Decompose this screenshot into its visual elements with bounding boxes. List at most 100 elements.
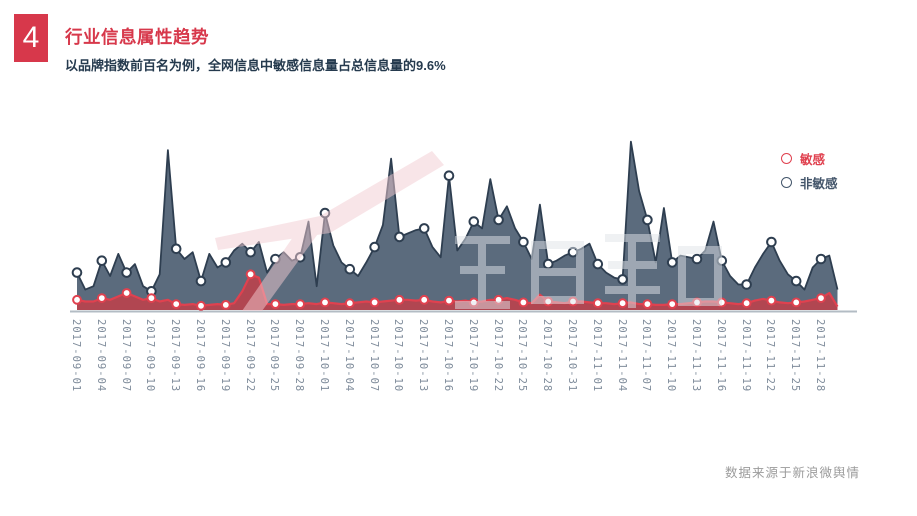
marker-非敏感[interactable] (666, 257, 678, 268)
marker-非敏感[interactable] (468, 216, 480, 227)
marker-非敏感[interactable] (121, 267, 132, 278)
x-axis-label: 2017-09-04 (94, 319, 107, 393)
marker-敏感[interactable] (791, 297, 802, 308)
marker-非敏感[interactable] (493, 214, 504, 226)
marker-敏感[interactable] (518, 297, 529, 308)
marker-非敏感[interactable] (294, 251, 306, 263)
x-axis-label: 2017-09-10 (144, 319, 157, 393)
marker-敏感[interactable] (741, 298, 752, 309)
x-axis-label: 2017-10-28 (541, 319, 554, 393)
marker-敏感[interactable] (72, 294, 82, 305)
x-axis-label: 2017-11-16 (714, 319, 727, 393)
marker-敏感[interactable] (394, 294, 405, 305)
marker-非敏感[interactable] (443, 170, 455, 181)
marker-敏感[interactable] (121, 288, 132, 298)
x-axis-label: 2017-10-16 (442, 319, 454, 393)
marker-非敏感[interactable] (394, 231, 405, 243)
marker-非敏感[interactable] (195, 275, 207, 287)
x-axis-label: 2017-09-07 (119, 319, 132, 393)
marker-敏感[interactable] (146, 293, 157, 304)
marker-敏感[interactable] (96, 293, 107, 304)
marker-敏感[interactable] (419, 294, 430, 305)
marker-非敏感[interactable] (691, 253, 703, 265)
marker-非敏感[interactable] (741, 279, 752, 290)
marker-敏感[interactable] (444, 295, 454, 306)
marker-非敏感[interactable] (170, 243, 182, 255)
x-axis-label: 2017-11-25 (789, 319, 802, 393)
x-axis-label: 2017-10-04 (342, 319, 355, 393)
marker-非敏感[interactable] (766, 236, 777, 248)
marker-敏感[interactable] (816, 293, 826, 304)
marker-非敏感[interactable] (716, 255, 728, 267)
marker-敏感[interactable] (196, 300, 206, 311)
x-axis-label: 2017-11-13 (690, 319, 702, 393)
marker-非敏感[interactable] (270, 253, 281, 265)
chart-legend: 敏感 非敏感 (781, 146, 838, 194)
marker-非敏感[interactable] (319, 207, 331, 219)
marker-非敏感[interactable] (815, 253, 827, 265)
marker-非敏感[interactable] (518, 236, 529, 248)
x-axis-label: 2017-10-25 (516, 319, 529, 393)
marker-非敏感[interactable] (96, 255, 108, 267)
x-axis-label: 2017-09-01 (70, 319, 82, 393)
marker-敏感[interactable] (270, 299, 281, 310)
marker-非敏感[interactable] (642, 214, 653, 226)
legend-item-label: 非敏感 (800, 176, 838, 191)
marker-敏感[interactable] (568, 296, 578, 307)
page-subtitle: 以品牌指数前百名为例，全网信息中敏感信息量占总信息量的9.6% (65, 58, 446, 73)
x-axis-label: 2017-11-10 (665, 319, 678, 393)
x-axis-label: 2017-09-19 (218, 319, 231, 393)
marker-敏感[interactable] (468, 297, 479, 308)
marker-敏感[interactable] (667, 299, 678, 310)
marker-非敏感[interactable] (567, 246, 579, 258)
area-非敏感 (77, 141, 838, 310)
marker-敏感[interactable] (171, 299, 182, 310)
marker-敏感[interactable] (245, 269, 256, 280)
marker-敏感[interactable] (320, 297, 330, 308)
x-axis-label: 2017-09-25 (268, 319, 281, 393)
legend-marker-icon (781, 152, 792, 164)
x-axis-label: 2017-11-01 (590, 319, 603, 393)
marker-敏感[interactable] (642, 299, 653, 310)
x-axis-label: 2017-09-16 (194, 319, 206, 393)
marker-敏感[interactable] (295, 299, 306, 310)
marker-非敏感[interactable] (592, 258, 604, 270)
x-axis-label: 2017-10-10 (392, 319, 405, 393)
x-axis-label: 2017-11-22 (764, 319, 777, 393)
marker-敏感[interactable] (617, 298, 628, 309)
marker-敏感[interactable] (692, 297, 702, 308)
marker-非敏感[interactable] (369, 241, 380, 253)
marker-非敏感[interactable] (245, 246, 256, 258)
marker-非敏感[interactable] (71, 267, 83, 278)
x-axis-label: 2017-11-07 (640, 319, 653, 393)
x-axis-label: 2017-09-28 (293, 319, 306, 393)
x-axis-label: 2017-09-22 (243, 319, 256, 393)
x-axis-label: 2017-11-19 (739, 319, 752, 393)
marker-非敏感[interactable] (418, 223, 430, 234)
marker-敏感[interactable] (592, 298, 603, 309)
marker-敏感[interactable] (344, 298, 355, 309)
x-axis-label: 2017-10-07 (367, 319, 380, 393)
marker-敏感[interactable] (766, 295, 777, 306)
marker-敏感[interactable] (220, 300, 231, 310)
marker-敏感[interactable] (493, 294, 504, 305)
legend-item-sensitive[interactable]: 敏感 (781, 146, 838, 170)
marker-非敏感[interactable] (344, 263, 356, 275)
data-source-note: 数据来源于新浪微舆情 (724, 466, 860, 480)
marker-非敏感[interactable] (542, 258, 554, 270)
marker-敏感[interactable] (716, 297, 727, 308)
page-title: 行业信息属性趋势 (65, 27, 209, 47)
section-number-badge: 4 (14, 14, 48, 62)
marker-敏感[interactable] (543, 296, 554, 307)
marker-非敏感[interactable] (617, 274, 628, 285)
x-axis-label: 2017-10-19 (466, 319, 479, 393)
legend-item-nonsensitive[interactable]: 非敏感 (781, 170, 838, 194)
marker-非敏感[interactable] (220, 257, 232, 268)
x-axis-label: 2017-10-31 (566, 319, 578, 393)
x-axis-label: 2017-11-04 (615, 319, 628, 393)
marker-非敏感[interactable] (790, 275, 802, 287)
marker-敏感[interactable] (369, 297, 380, 308)
legend-marker-icon (781, 176, 792, 188)
x-axis-label: 2017-10-01 (318, 319, 330, 393)
